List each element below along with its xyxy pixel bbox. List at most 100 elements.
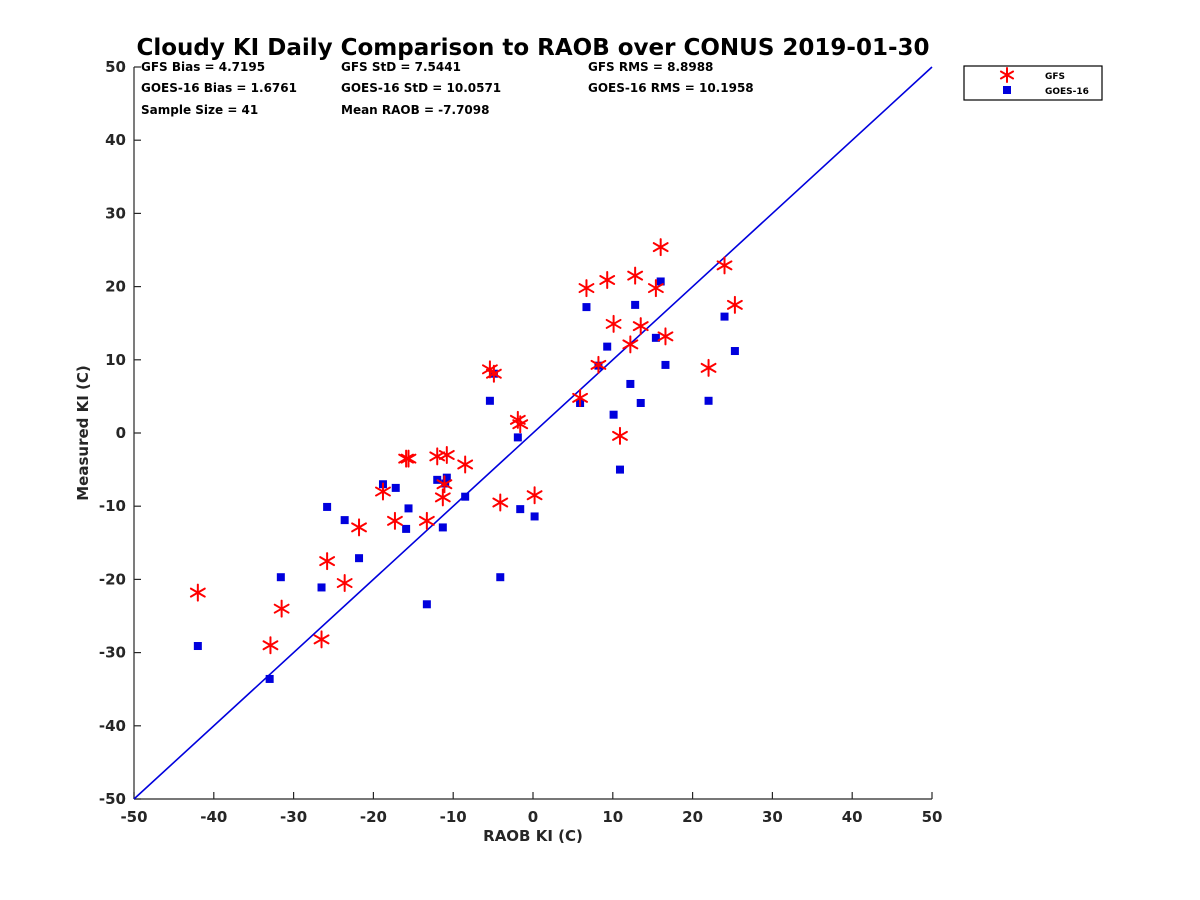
gfs-point [429, 447, 446, 466]
gfs-point [627, 266, 644, 285]
y-tick-label: -10 [99, 497, 126, 515]
mean-raob-stat: Mean RAOB = -7.7098 [341, 103, 489, 117]
gfs-point [434, 488, 451, 507]
gfs-point [572, 388, 589, 407]
goes16-point [651, 333, 660, 342]
x-tick-label: -50 [120, 808, 147, 826]
gfs-point [622, 335, 639, 354]
gfs-point [605, 314, 622, 333]
goes16-point [636, 398, 645, 407]
legend-gfs-marker [999, 67, 1015, 83]
goes16-point [530, 512, 539, 521]
gfs-point [716, 256, 733, 275]
legend-gfs-label: GFS [1045, 72, 1065, 82]
goes16-point [461, 492, 470, 501]
legend-gfs-asterisk [999, 67, 1015, 83]
y-tick-label: 50 [105, 58, 126, 76]
y-tick-label: -50 [99, 790, 126, 808]
goes16-point [704, 396, 713, 405]
x-ticks: -50 -40 -30 -20 -10 0 10 20 30 40 50 [120, 792, 942, 826]
goes16-point [317, 583, 326, 592]
goes16-point [276, 573, 285, 582]
gfs-point [351, 518, 367, 537]
x-tick-label: -20 [360, 808, 387, 826]
gfs-point [632, 317, 649, 336]
y-tick-label: -40 [99, 717, 126, 735]
goes16-point [609, 410, 618, 419]
gfs-point [652, 238, 669, 257]
gfs-point [647, 279, 664, 298]
gfs-point [436, 475, 453, 494]
chart-title: Cloudy KI Daily Comparison to RAOB over … [136, 35, 929, 61]
y-tick-label: 0 [116, 424, 126, 442]
gfs-point [189, 583, 206, 602]
x-tick-label: 40 [842, 808, 863, 826]
goes16-point [323, 502, 332, 511]
gfs-point [726, 295, 743, 314]
gfs-point [657, 327, 674, 346]
gfs-point [273, 599, 290, 618]
goes16-point [402, 524, 411, 533]
gfs-point [438, 445, 455, 464]
sample-size-stat: Sample Size = 41 [141, 103, 258, 117]
gfs-point [387, 511, 403, 530]
goes16-point [340, 516, 349, 525]
gfs-series [189, 238, 743, 655]
gfs-point [400, 449, 417, 468]
legend: GFS GOES-16 [963, 65, 1103, 101]
y-tick-label: 20 [105, 278, 126, 296]
gfs-point [485, 364, 502, 383]
y-tick-label: 10 [105, 351, 126, 369]
goes16-point [631, 300, 640, 309]
gfs-point [418, 511, 435, 530]
gfs-point [700, 358, 717, 377]
x-tick-label: -10 [440, 808, 467, 826]
x-tick-label: 50 [922, 808, 943, 826]
goes16-point [265, 674, 274, 683]
y-tick-label: -30 [99, 644, 126, 662]
goes16-series [193, 277, 739, 683]
goes16-point [661, 360, 670, 369]
goes16-point [720, 312, 729, 321]
x-tick-label: 20 [682, 808, 703, 826]
y-tick-label: 40 [105, 131, 126, 149]
goes-bias-stat: GOES-16 Bias = 1.6761 [141, 81, 297, 95]
x-tick-label: -30 [280, 808, 307, 826]
gfs-point [599, 271, 616, 290]
gfs-point [336, 574, 353, 593]
gfs-point [512, 415, 529, 434]
goes16-point [355, 554, 364, 563]
legend-box [963, 65, 1103, 101]
goes16-point [496, 573, 505, 582]
goes16-point [193, 642, 202, 651]
gfs-point [319, 552, 336, 571]
x-tick-label: 10 [602, 808, 623, 826]
gfs-point [457, 455, 474, 474]
gfs-bias-stat: GFS Bias = 4.7195 [141, 60, 265, 74]
x-tick-label: -40 [200, 808, 227, 826]
goes16-point [485, 396, 494, 405]
goes-rms-stat: GOES-16 RMS = 10.1958 [588, 81, 754, 95]
legend-goes-marker [1003, 86, 1011, 94]
goes16-point [438, 523, 447, 532]
goes16-point [730, 347, 739, 356]
gfs-std-stat: GFS StD = 7.5441 [341, 60, 461, 74]
gfs-rms-stat: GFS RMS = 8.8988 [588, 60, 713, 74]
goes16-point [391, 483, 400, 492]
goes16-point [656, 277, 665, 286]
goes-std-stat: GOES-16 StD = 10.0571 [341, 81, 501, 95]
goes16-point [422, 600, 431, 609]
goes16-point [582, 303, 591, 312]
x-tick-label: 0 [528, 808, 538, 826]
goes16-point [513, 433, 522, 442]
goes16-point [615, 465, 624, 474]
gfs-point [590, 355, 607, 374]
statistics-block: GFS Bias = 4.7195 GFS StD = 7.5441 GFS R… [141, 60, 754, 117]
y-tick-label: -20 [99, 570, 126, 588]
gfs-point [492, 493, 509, 512]
goes16-point [442, 473, 451, 482]
goes16-point [404, 504, 413, 513]
gfs-point [578, 279, 595, 298]
goes16-point [516, 505, 525, 514]
